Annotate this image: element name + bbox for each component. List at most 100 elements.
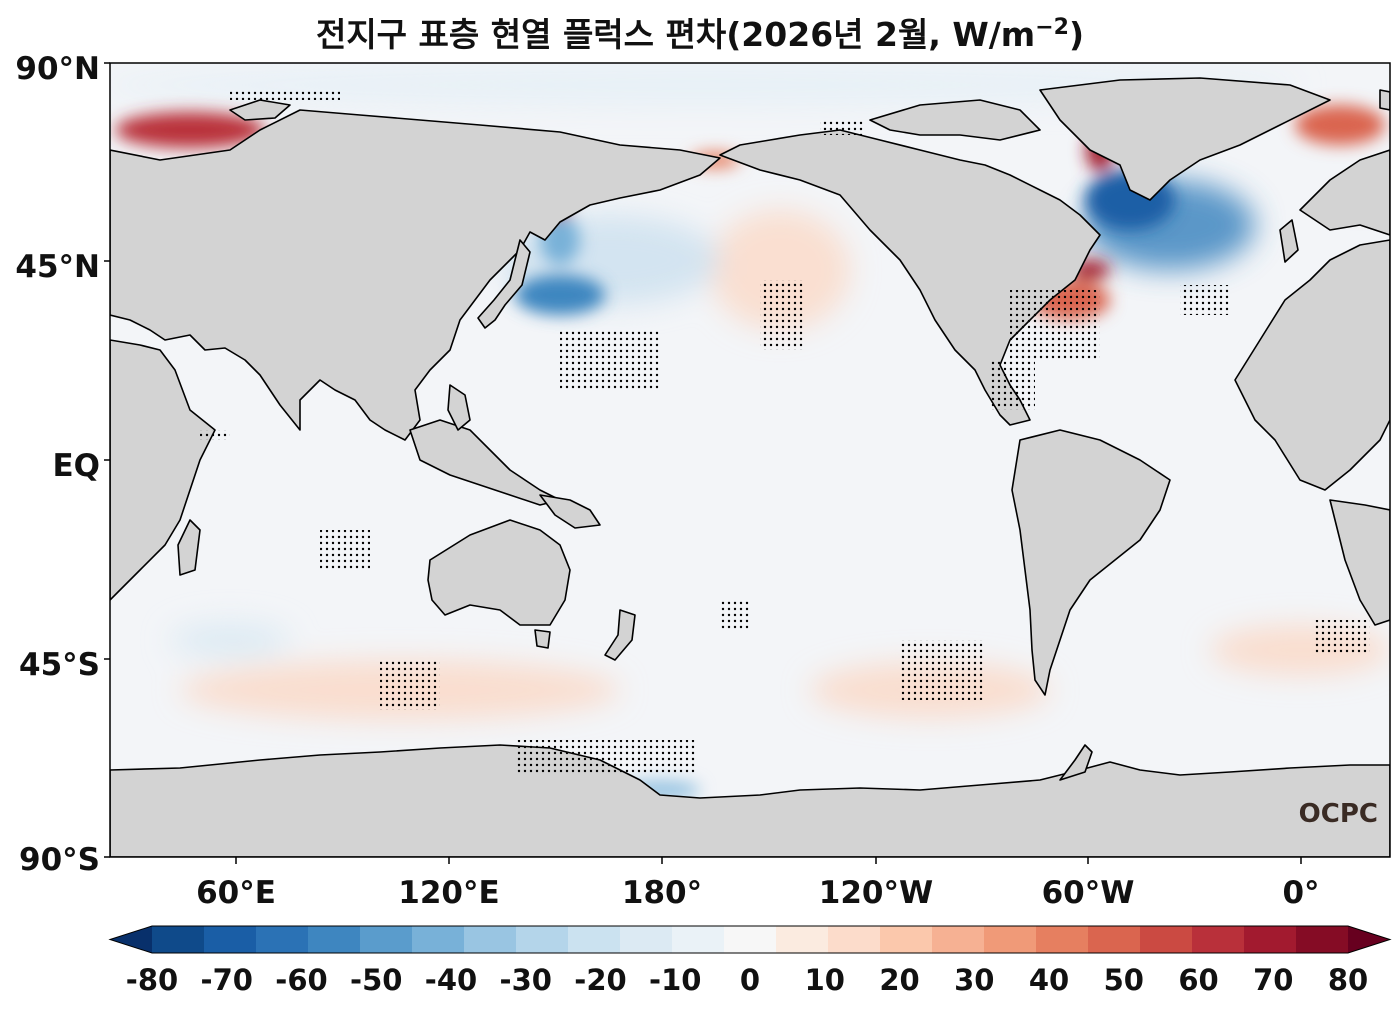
land-masses — [110, 77, 1390, 857]
colorbar-bin — [1296, 926, 1349, 953]
latitude-labels: 90°N 45°N EQ 45°S 90°S — [15, 51, 100, 878]
colorbar-tick-label: -40 — [425, 963, 477, 997]
colorbar-labels: -80 -70 -60 -50 -40 -30 -20 -10 0 10 20 30 40 50 60 70 8… — [126, 963, 1368, 997]
colorbar-bin — [672, 926, 725, 953]
lon-label-120e: 120°E — [398, 875, 499, 911]
colorbar-bin — [880, 926, 933, 953]
colorbar-tick-label: -30 — [500, 963, 552, 997]
colorbar-bin — [516, 926, 569, 953]
colorbar-bin — [724, 926, 777, 953]
land-antarctic-peninsula — [1059, 744, 1093, 781]
land-tasmania — [534, 629, 551, 649]
stipple-2 — [760, 280, 805, 350]
anomaly-greenland-sea-warm — [1295, 105, 1385, 145]
colorbar-bin — [308, 926, 361, 953]
colorbar-bin — [1088, 926, 1141, 953]
anomaly-arctic-pale — [110, 65, 1300, 105]
colorbar-tick-label: 80 — [1328, 963, 1368, 997]
lat-label-eq: EQ — [52, 448, 100, 484]
lon-label-60e: 60°E — [196, 875, 276, 911]
land-africa-east — [110, 339, 216, 601]
colorbar-bin — [568, 926, 621, 953]
land-australia — [427, 519, 571, 626]
stipple-13 — [200, 430, 230, 440]
colorbar-tick-label: 40 — [1029, 963, 1069, 997]
land-scandinavia — [1299, 149, 1390, 236]
colorbar-bin — [932, 926, 985, 953]
land-southern-africa-west — [1329, 499, 1390, 626]
stipple-9 — [820, 120, 865, 135]
colorbar-tick-label: -20 — [574, 963, 626, 997]
colorbar-bin — [464, 926, 517, 953]
colorbar-extend-low — [110, 926, 152, 953]
colorbar-tick-label: 70 — [1253, 963, 1293, 997]
lon-label-60w: 60°W — [1042, 875, 1135, 911]
anomaly-barents-sea-warm — [115, 112, 265, 148]
longitude-labels: 60°E 120°E 180° 120°W 60°W 0° — [196, 875, 1319, 911]
colorbar-bin — [1036, 926, 1089, 953]
colorbar-tick-label: 60 — [1178, 963, 1218, 997]
map-title: 전지구 표층 현열 플럭스 편차(2026년 2월, W/m−2) — [0, 8, 1400, 56]
land-uk — [1279, 219, 1299, 263]
colorbar-bin — [152, 926, 205, 953]
title-text: 전지구 표층 현열 플럭스 편차(2026년 2월, W/m — [315, 15, 1036, 54]
colorbar-tick-label: -50 — [350, 963, 402, 997]
significance-stippling — [200, 90, 1370, 775]
lat-label-90s: 90°S — [19, 842, 100, 878]
colorbar-tick-label: -10 — [649, 963, 701, 997]
colorbar-tick-label: -80 — [126, 963, 178, 997]
colorbar-tick-label: 10 — [805, 963, 845, 997]
land-svalbard — [1379, 89, 1390, 111]
colorbar-tick-label: -60 — [275, 963, 327, 997]
lat-label-45n: 45°N — [15, 249, 100, 285]
anomaly-kuroshio-cool — [515, 275, 605, 315]
ocpc-watermark: OCPC — [1299, 799, 1378, 829]
colorbar-tick-label: 50 — [1104, 963, 1144, 997]
lat-label-45s: 45°S — [19, 647, 100, 683]
lon-label-120w: 120°W — [819, 875, 933, 911]
stipple-7 — [900, 640, 985, 700]
land-greenland — [1039, 77, 1331, 201]
land-novaya-zemlya — [229, 99, 291, 121]
land-new-zealand — [604, 609, 636, 661]
stipple-6 — [515, 740, 695, 775]
colorbar-tick-label: 30 — [954, 963, 994, 997]
colorbar-bin — [1140, 926, 1193, 953]
anomaly-ne-pacific-warm — [710, 210, 850, 330]
colorbar-bin — [204, 926, 257, 953]
colorbar-tick-label: 20 — [879, 963, 919, 997]
map-area: OCPC — [110, 63, 1390, 857]
land-japan — [477, 239, 531, 329]
stipple-12 — [320, 530, 370, 570]
lat-label-90n: 90°N — [15, 51, 100, 87]
stipple-3 — [1010, 290, 1100, 360]
colorbar-bin — [256, 926, 309, 953]
land-philippines — [447, 384, 471, 431]
stipple-8 — [380, 660, 440, 710]
land-eurasia-east — [110, 109, 721, 441]
colorbar-bin — [776, 926, 829, 953]
land-south-america — [1011, 429, 1171, 696]
stipple-14 — [720, 600, 750, 630]
axis-ticks — [104, 62, 1302, 864]
stipple-10 — [230, 90, 340, 100]
land-canadian-archipelago — [869, 99, 1041, 141]
colorbar-bin — [1244, 926, 1297, 953]
lon-label-0: 0° — [1282, 875, 1319, 911]
land-madagascar — [177, 519, 201, 576]
colorbar-bin — [360, 926, 413, 953]
stipple-11 — [1315, 620, 1370, 655]
anomaly-indian-cool — [170, 622, 290, 658]
stipple-4 — [990, 360, 1035, 410]
land-new-guinea — [539, 494, 601, 529]
colorbar-bin — [828, 926, 881, 953]
colorbar-tick-label: 0 — [740, 963, 760, 997]
title-exponent: −2 — [1035, 15, 1069, 40]
colorbar-extend-high — [1348, 926, 1390, 953]
stipple-1 — [560, 330, 660, 390]
colorbar-bin — [984, 926, 1037, 953]
land-europe-africa-west — [1234, 239, 1390, 491]
colorbar-bin — [412, 926, 465, 953]
lon-label-180: 180° — [622, 875, 702, 911]
